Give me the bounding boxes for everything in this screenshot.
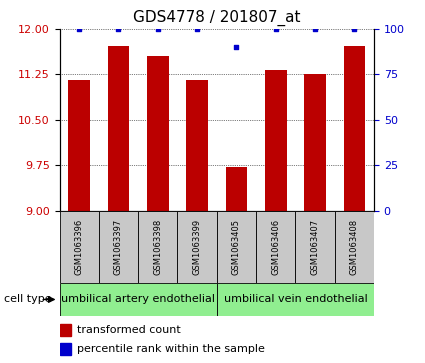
- Bar: [304, 74, 326, 211]
- Text: GSM1063407: GSM1063407: [311, 219, 320, 275]
- Bar: [186, 81, 208, 211]
- Bar: [226, 167, 247, 211]
- Point: [154, 26, 161, 32]
- Bar: [60, 343, 71, 355]
- Point: [194, 26, 201, 32]
- Text: umbilical artery endothelial: umbilical artery endothelial: [61, 294, 215, 305]
- Point: [351, 26, 358, 32]
- Text: cell type: cell type: [4, 294, 52, 305]
- Point: [272, 26, 279, 32]
- FancyBboxPatch shape: [138, 211, 178, 283]
- Bar: [265, 70, 286, 211]
- Bar: [343, 46, 365, 211]
- Point: [312, 26, 318, 32]
- Point: [76, 26, 82, 32]
- FancyBboxPatch shape: [60, 283, 217, 316]
- Text: GSM1063399: GSM1063399: [193, 219, 201, 275]
- Title: GDS4778 / 201807_at: GDS4778 / 201807_at: [133, 10, 300, 26]
- Bar: [108, 46, 129, 211]
- FancyBboxPatch shape: [60, 211, 99, 283]
- Text: umbilical vein endothelial: umbilical vein endothelial: [224, 294, 367, 305]
- FancyBboxPatch shape: [217, 211, 256, 283]
- Bar: [60, 324, 71, 336]
- Text: GSM1063397: GSM1063397: [114, 219, 123, 275]
- Bar: [68, 81, 90, 211]
- Text: percentile rank within the sample: percentile rank within the sample: [77, 344, 265, 354]
- FancyBboxPatch shape: [217, 283, 374, 316]
- Text: GSM1063398: GSM1063398: [153, 219, 162, 275]
- Text: transformed count: transformed count: [77, 325, 181, 335]
- Text: GSM1063396: GSM1063396: [75, 219, 84, 275]
- FancyBboxPatch shape: [178, 211, 217, 283]
- Bar: [147, 56, 169, 211]
- Text: GSM1063406: GSM1063406: [271, 219, 280, 275]
- Text: GSM1063408: GSM1063408: [350, 219, 359, 275]
- Point: [115, 26, 122, 32]
- FancyBboxPatch shape: [99, 211, 138, 283]
- Point: [233, 44, 240, 50]
- FancyBboxPatch shape: [256, 211, 295, 283]
- Text: GSM1063405: GSM1063405: [232, 219, 241, 275]
- FancyBboxPatch shape: [295, 211, 335, 283]
- FancyBboxPatch shape: [335, 211, 374, 283]
